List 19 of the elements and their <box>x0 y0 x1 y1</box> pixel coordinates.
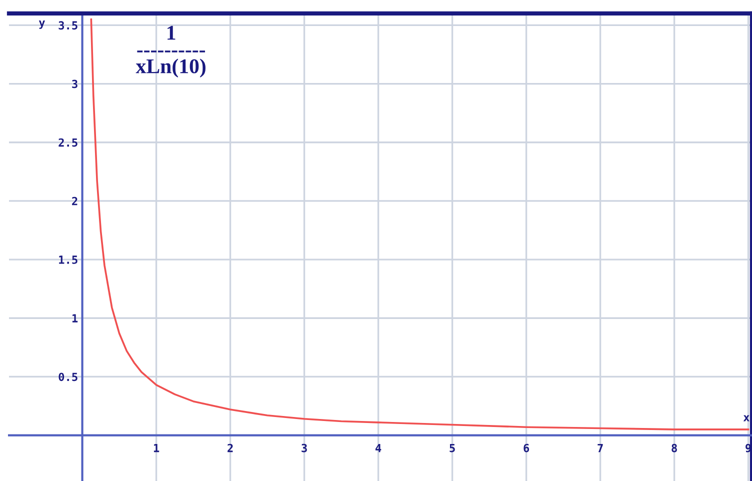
y-tick-label: 1 <box>72 314 78 322</box>
y-tick-label: 3.5 <box>58 21 78 30</box>
line-series <box>90 18 750 430</box>
x-tick-label: 2 <box>228 444 233 452</box>
y-tick-label: 0.5 <box>58 372 78 382</box>
x-tick-label: 5 <box>450 444 455 452</box>
x-tick-label: 3 <box>302 444 307 452</box>
x-tick-label: 1 <box>154 444 160 452</box>
y-tick-label: 3 <box>72 80 78 88</box>
y-tick-label: 1.5 <box>59 256 78 264</box>
x-tick-label: 7 <box>598 444 603 452</box>
x-axis-title: x <box>743 415 750 422</box>
y-axis-title: y <box>38 20 45 29</box>
x-tick-label: 6 <box>524 444 530 452</box>
y-tick-label: 2 <box>72 196 78 206</box>
x-tick-label: 4 <box>376 444 382 452</box>
text: 1 ---------- xLn(10) <box>136 26 206 78</box>
x-tick-label: 8 <box>672 444 677 452</box>
y-tick-label: 2.5 <box>58 138 78 147</box>
